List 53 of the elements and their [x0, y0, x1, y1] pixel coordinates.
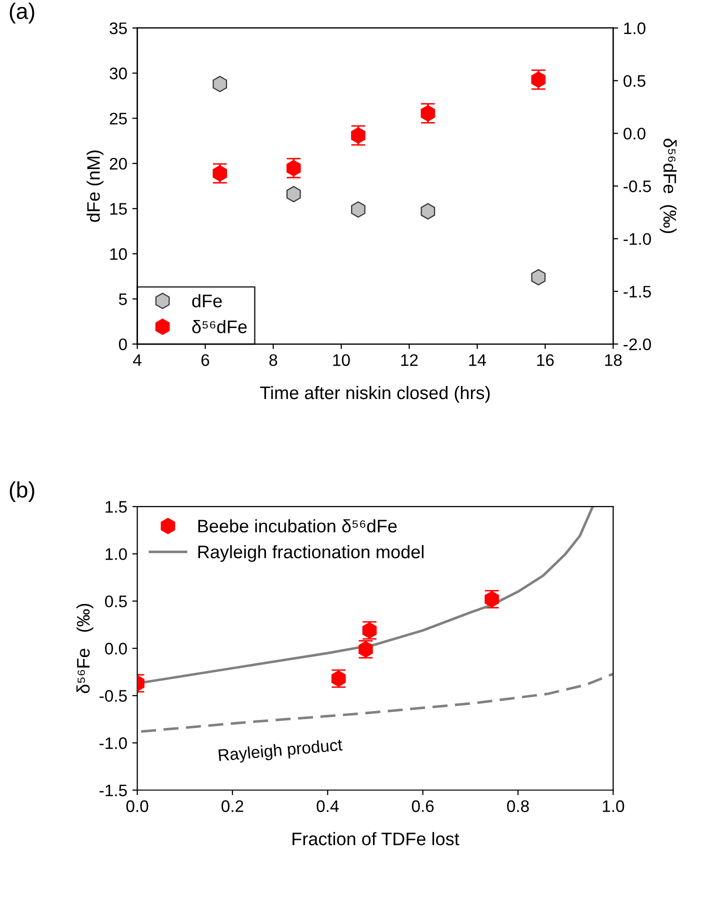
y2-tick-label: -2.0: [624, 338, 651, 350]
legend-label: dFe: [192, 294, 222, 308]
y2-tick-label: 0.0: [624, 128, 646, 140]
y-tick-label: 1.0: [106, 548, 127, 560]
annotation: Rayleigh product: [218, 738, 343, 764]
x-tick-label: 18: [605, 354, 622, 366]
x-tick-label: 0.4: [316, 800, 339, 812]
y-tick-label: 35: [110, 22, 127, 34]
point: [212, 76, 228, 92]
line-series: [140, 672, 614, 733]
x-tick-label: 6: [201, 354, 210, 366]
x-tick-label: 12: [401, 354, 418, 366]
y-tick-label: 0: [118, 338, 127, 350]
point: [420, 203, 436, 220]
x-axis-title: Time after niskin closed (hrs): [260, 386, 490, 403]
y-axis-title: δ⁵⁶Fe (‰): [76, 604, 94, 694]
legend-label: δ⁵⁶dFe: [192, 320, 247, 334]
legend-label: Rayleigh fractionation model: [198, 545, 424, 562]
chart-title: (b): [10, 481, 34, 502]
y-tick-label: 0.0: [105, 642, 127, 655]
y2-tick-label: 1.0: [624, 22, 646, 34]
x-tick-label: 8: [269, 354, 278, 366]
y-tick-label: -1.5: [100, 784, 127, 796]
y2-tick-label: -1.0: [624, 233, 651, 245]
y-tick-label: -0.5: [100, 690, 127, 702]
x-axis-title: Fraction of TDFe lost: [292, 832, 460, 846]
point: [286, 186, 301, 202]
point: [531, 269, 546, 286]
legend-label: Beebe incubation δ⁵⁶dFe: [198, 519, 397, 532]
y-axis-title: dFe (nM): [86, 150, 104, 222]
y-tick-label: 1.5: [106, 501, 127, 513]
x-tick-label: 0.6: [412, 800, 434, 812]
x-tick-label: 10: [333, 354, 350, 366]
y2-tick-label: -0.5: [624, 180, 651, 192]
x-tick-label: 1.0: [602, 800, 624, 812]
y-tick-label: 15: [110, 203, 127, 215]
y2-tick-label: 0.5: [624, 75, 646, 87]
y2-axis-title: δ⁵⁶dFe (‰): [660, 138, 677, 233]
chart-title: (a): [10, 2, 34, 24]
point: [351, 201, 366, 218]
x-tick-label: 0.2: [222, 800, 244, 812]
y-tick-label: 20: [110, 158, 127, 170]
y-tick-label: -1.0: [100, 737, 127, 750]
y-tick-label: 5: [118, 293, 127, 306]
x-tick-label: 0.8: [507, 800, 529, 812]
y-tick-label: 30: [110, 68, 127, 80]
y2-tick-label: -1.5: [624, 286, 651, 298]
y-tick-label: 25: [110, 112, 127, 124]
x-tick-label: 16: [537, 354, 554, 366]
y-tick-label: 10: [110, 248, 127, 260]
y-tick-label: 0.5: [105, 596, 127, 608]
x-tick-label: 14: [469, 354, 486, 366]
x-tick-label: 4: [133, 354, 142, 366]
